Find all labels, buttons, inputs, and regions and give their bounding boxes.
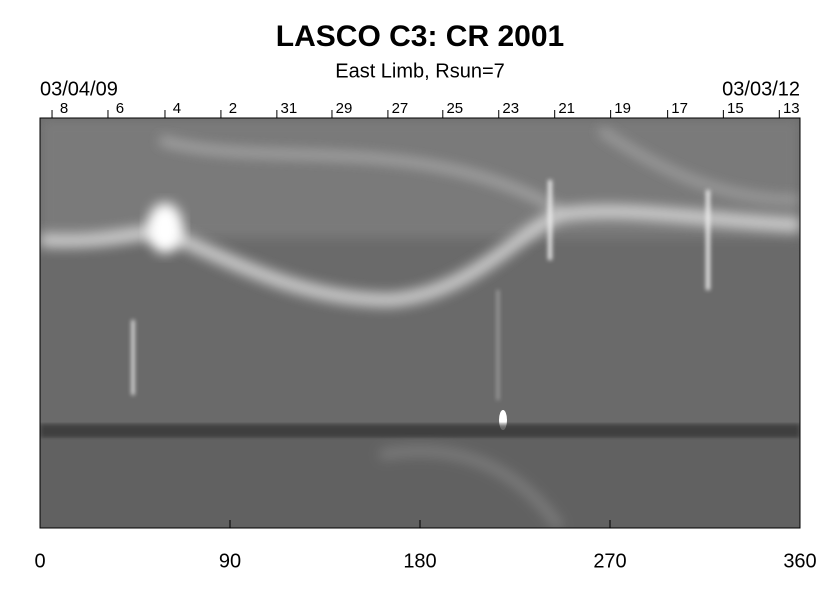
synoptic-map [40, 118, 800, 528]
top-tick-label: 21 [558, 100, 575, 117]
x-tick-label: 360 [783, 550, 816, 572]
top-tick-label: 29 [336, 100, 353, 117]
x-tick-label: 0 [34, 550, 45, 572]
x-tick-label: 270 [593, 550, 626, 572]
top-tick-label: 19 [614, 100, 631, 117]
end-date: 03/03/12 [722, 78, 800, 100]
top-tick-label: 25 [446, 100, 463, 117]
top-tick-label: 4 [173, 100, 181, 117]
top-tick-label: 23 [502, 100, 519, 117]
top-tick-label: 15 [727, 100, 744, 117]
top-tick-label: 17 [671, 100, 688, 117]
x-tick-label: 180 [403, 550, 436, 572]
top-tick-label: 31 [281, 100, 298, 117]
chart-title: LASCO C3: CR 2001 [276, 20, 564, 53]
chart-subtitle: East Limb, Rsun=7 [335, 60, 505, 82]
top-tick-label: 8 [60, 100, 68, 117]
start-date: 03/04/09 [40, 78, 118, 100]
x-tick-label: 90 [219, 550, 241, 572]
top-tick-label: 13 [783, 100, 800, 117]
top-tick-label: 2 [229, 100, 237, 117]
top-tick-label: 6 [116, 100, 124, 117]
top-tick-label: 27 [392, 100, 409, 117]
